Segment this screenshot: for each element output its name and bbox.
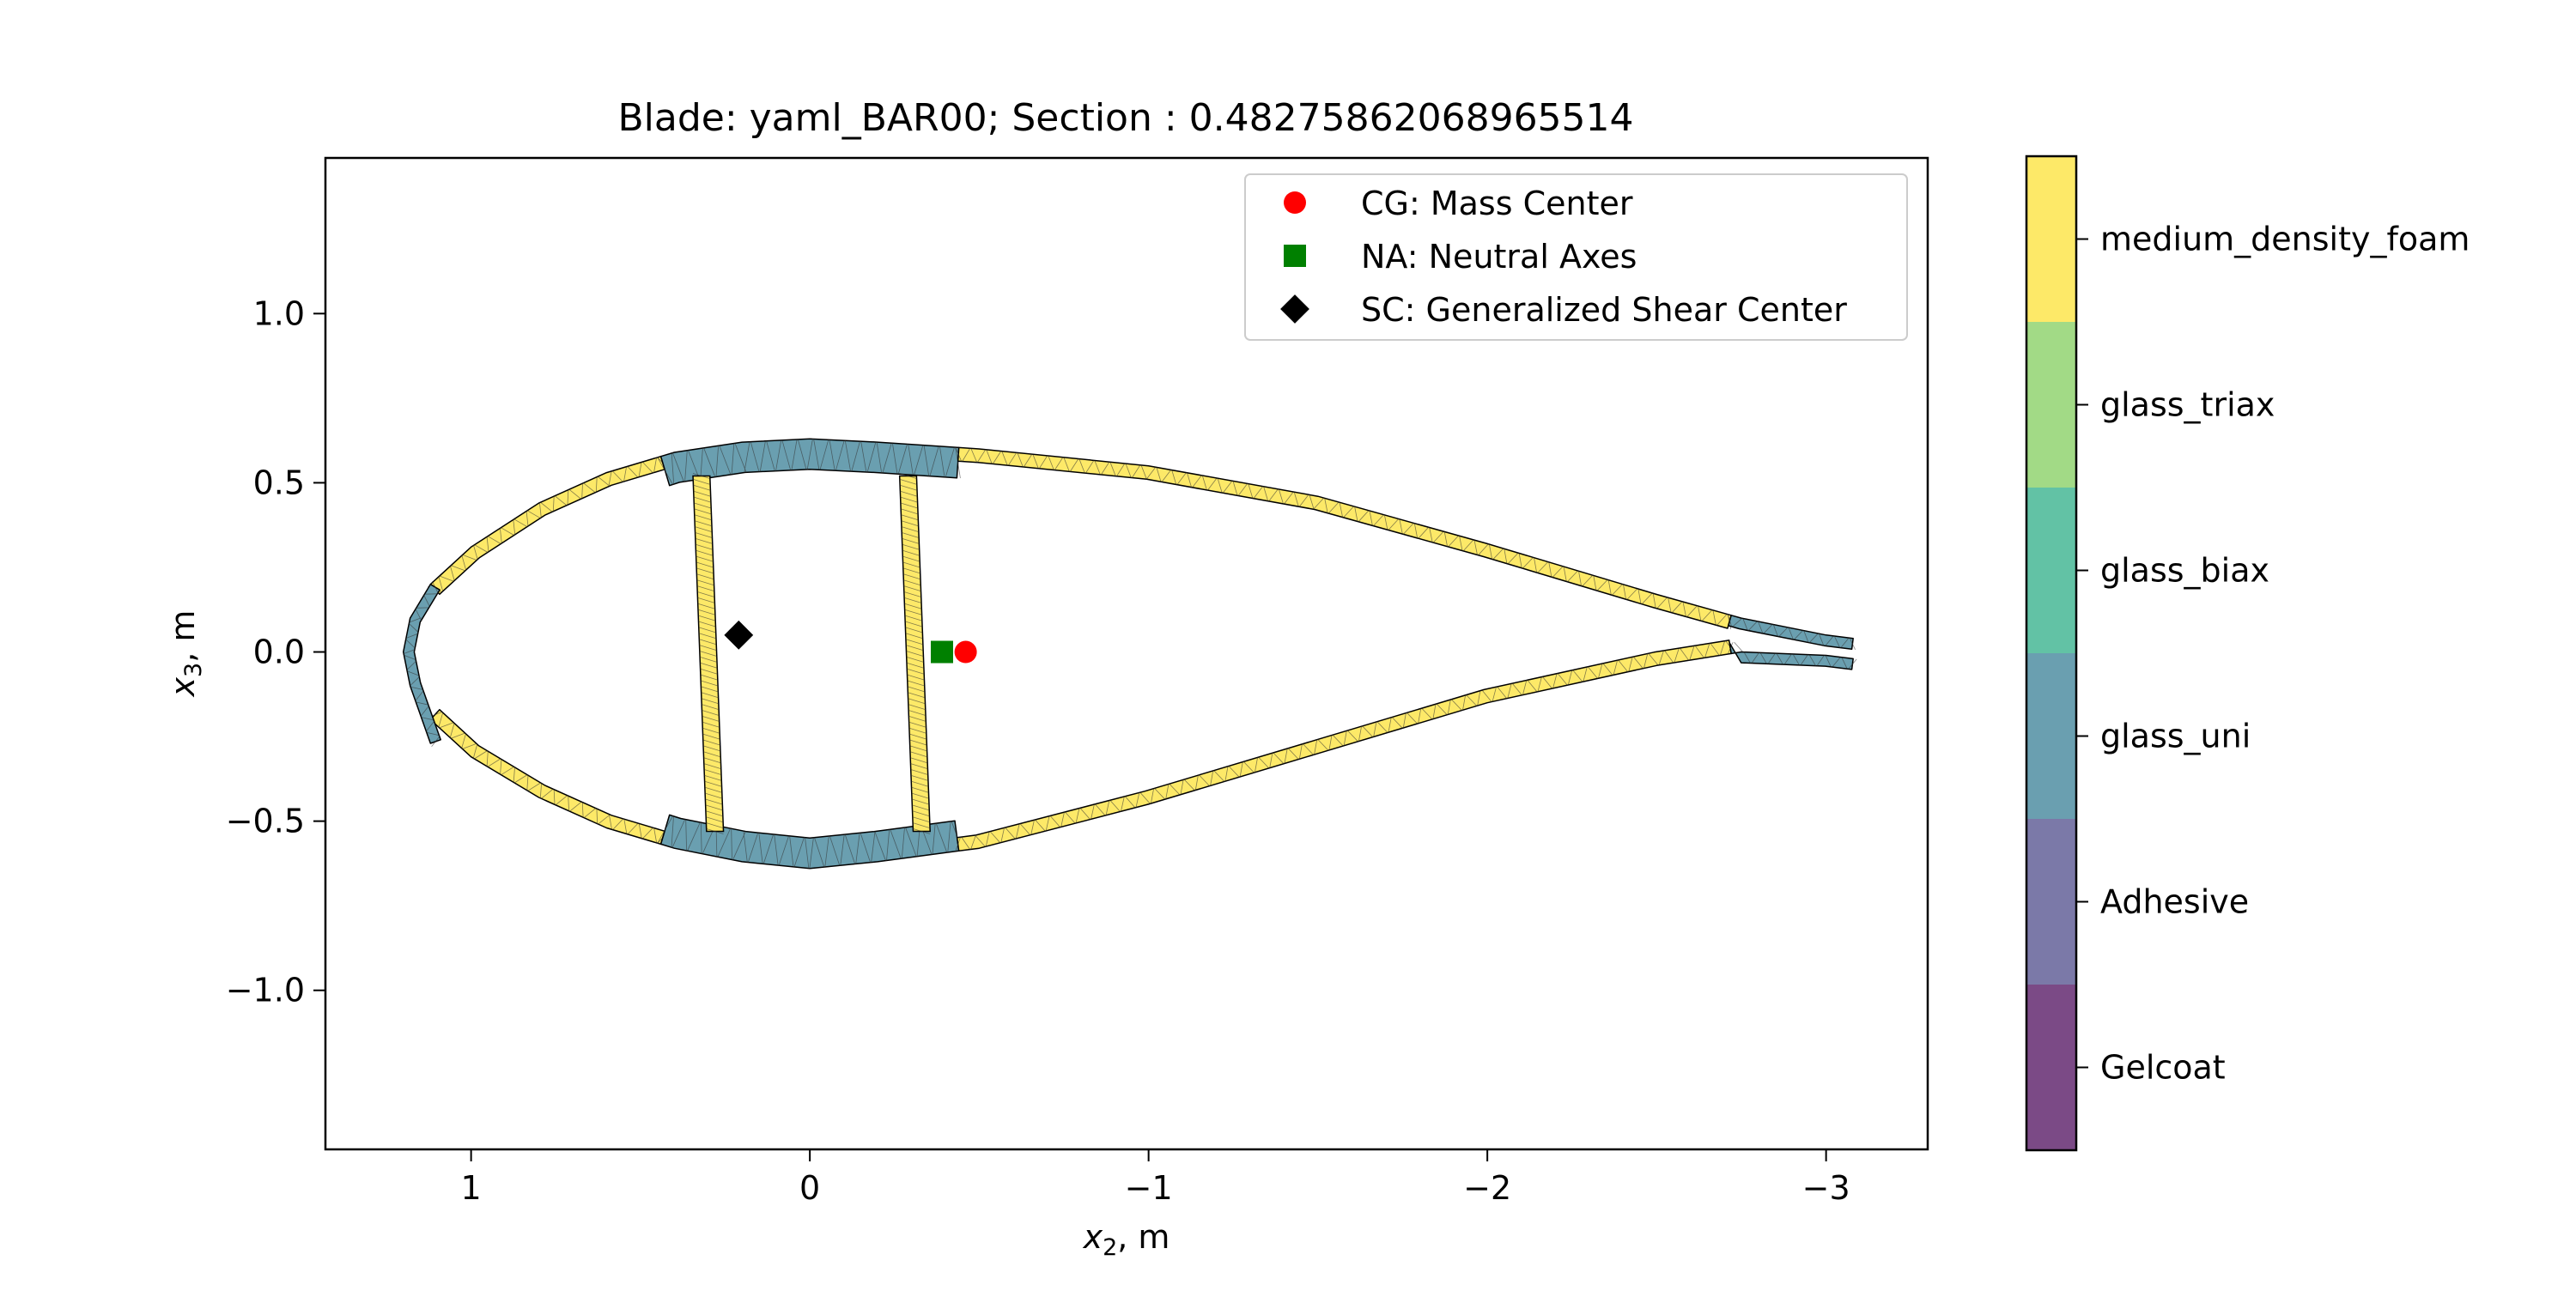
- colorbar-swatch: [2026, 653, 2076, 819]
- hatch: [899, 473, 931, 834]
- lower-te-reinforcement: [1727, 641, 1857, 670]
- legend-marker-circle: [1284, 191, 1306, 214]
- y-tick-label: 0.5: [253, 464, 305, 501]
- lower-shell-te-panel: [955, 639, 1735, 852]
- colorbar-swatch: [2026, 819, 2076, 985]
- hatch: [403, 581, 440, 747]
- colorbar-frame: [2025, 155, 2078, 1152]
- colorbar-label: Adhesive: [2100, 883, 2249, 921]
- hatch: [692, 473, 724, 834]
- hatch: [428, 712, 669, 844]
- colorbar: medium_density_foam glass_triax glass_biax…: [2025, 155, 2470, 1152]
- marker-diamond: [724, 620, 754, 650]
- x-axis-ticks: 1 0 −1 −2 −3: [461, 1149, 1850, 1207]
- y-tick-label: 1.0: [253, 294, 305, 332]
- chart-title: Blade: yaml_BAR00; Section : 0.482758620…: [617, 96, 1633, 140]
- hatch: [955, 447, 1732, 630]
- hatch: [1727, 614, 1856, 650]
- legend-items: CG: Mass Center NA: Neutral Axes SC: Gener…: [1280, 185, 1847, 329]
- colorbar-label: glass_uni: [2100, 718, 2251, 755]
- shear-web-2: [898, 473, 931, 834]
- lower-spar-cap: [657, 814, 963, 870]
- hatch: [657, 815, 963, 869]
- le-reinforcement-fill: [402, 583, 441, 744]
- colorbar-label: glass_triax: [2100, 386, 2275, 424]
- y-tick-label: −1.0: [226, 972, 305, 1009]
- colorbar-swatch: [2026, 156, 2076, 322]
- colorbar-swatch: [2026, 488, 2076, 653]
- cross-section: [402, 438, 1857, 870]
- y-axis-ticks: 1.0 0.5 0.0 −0.5 −1.0: [226, 294, 325, 1009]
- legend: CG: Mass Center NA: Neutral Axes SC: Gener…: [1244, 173, 1908, 341]
- upper-shell-te-panel: [955, 446, 1732, 630]
- x-tick-label: 1: [461, 1169, 482, 1207]
- legend-label: CG: Mass Center: [1361, 185, 1633, 222]
- upper-spar-cap-fill: [659, 438, 960, 487]
- colorbar-label: medium_density_foam: [2100, 221, 2470, 258]
- hatch: [1727, 641, 1857, 670]
- legend-label: NA: Neutral Axes: [1361, 238, 1637, 276]
- x-axis-label: x2, m: [1083, 1218, 1170, 1261]
- y-tick-label: 0.0: [253, 633, 305, 671]
- colorbar-swatch: [2026, 322, 2076, 488]
- legend-label: SC: Generalized Shear Center: [1361, 291, 1847, 329]
- upper-shell-te-panel-fill: [957, 446, 1732, 629]
- colorbar-label: Gelcoat: [2100, 1049, 2226, 1087]
- y-tick-label: −0.5: [226, 803, 305, 840]
- x-tick-label: −2: [1463, 1169, 1511, 1207]
- colorbar-label: glass_biax: [2100, 552, 2269, 590]
- legend-marker-diamond: [1280, 294, 1309, 324]
- x-tick-label: −3: [1802, 1169, 1850, 1207]
- upper-te-reinforcement: [1727, 614, 1856, 651]
- x-axis-label-base: x: [1083, 1218, 1103, 1256]
- le-reinforcement: [402, 581, 441, 747]
- x-tick-label: −1: [1125, 1169, 1173, 1207]
- shear-web-1: [692, 473, 725, 834]
- marker-square: [930, 640, 953, 664]
- x-axis-label-subscript: 2: [1103, 1234, 1117, 1261]
- y-axis-label-unit: , m: [164, 610, 202, 663]
- lower-te-reinforcement-fill: [1728, 642, 1854, 670]
- upper-spar-cap: [657, 438, 961, 487]
- hatch: [955, 640, 1735, 852]
- x-axis-label-unit: , m: [1117, 1218, 1170, 1256]
- y-axis-label-base: x: [164, 676, 202, 697]
- y-axis-label-subscript: 3: [180, 663, 207, 677]
- x-tick-label: 0: [799, 1169, 820, 1207]
- plot-frame: [324, 156, 1929, 1151]
- markers: [724, 620, 977, 664]
- legend-box: [1244, 173, 1908, 341]
- y-axis-label: x3, m: [164, 610, 207, 698]
- hatch: [657, 438, 961, 485]
- marker-circle: [954, 640, 977, 664]
- legend-marker-square: [1284, 245, 1306, 267]
- colorbar-swatch: [2026, 985, 2076, 1150]
